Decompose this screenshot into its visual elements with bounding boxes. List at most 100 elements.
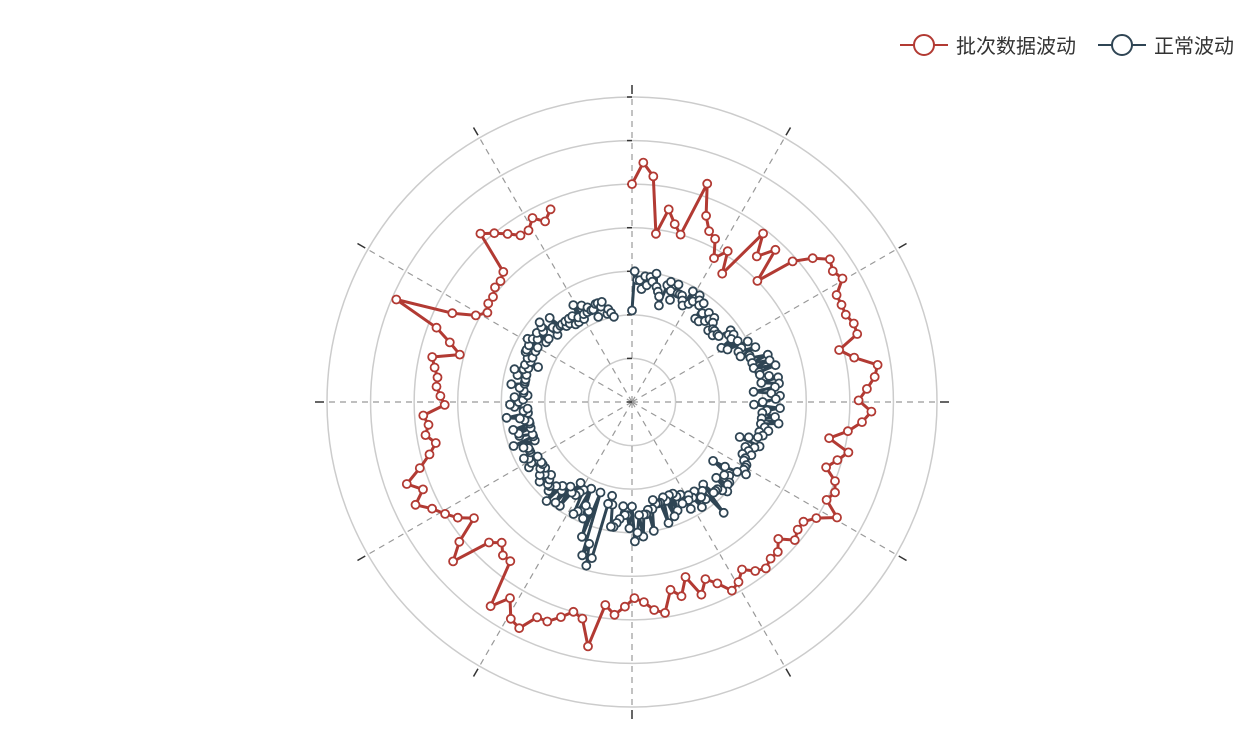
data-point-batch [649,605,660,615]
data-point-batch [696,589,707,600]
data-point-batch [717,268,728,279]
data-point-batch [869,371,880,382]
data-point-batch [496,537,507,548]
data-point-normal [764,370,774,381]
data-point-batch [665,584,676,595]
data-point-normal [647,495,658,505]
angle-spoke [631,401,897,556]
data-point-normal [603,498,613,509]
data-point-batch [502,228,513,239]
angle-axis-tick [785,127,792,136]
data-point-normal [501,412,512,423]
data-point-batch [505,556,516,567]
data-point-batch [832,512,842,523]
data-point-normal [568,509,579,519]
data-point-normal [742,336,753,347]
data-point-normal [532,342,543,353]
data-point-batch [620,601,630,612]
data-point-normal [630,536,640,547]
data-point-batch [848,318,859,329]
data-point-batch [770,244,781,255]
data-point-batch [423,419,434,430]
data-point-normal [770,394,781,404]
data-point-batch [772,547,783,557]
data-point-normal [581,560,592,571]
data-point-batch [669,219,680,230]
data-point-normal [595,487,606,498]
angle-spoke [478,137,633,403]
data-point-normal [711,472,722,483]
angle-spoke [631,137,786,403]
data-point-batch [648,171,659,182]
angle-axis-tick [898,242,907,249]
angle-spoke [367,401,633,556]
data-point-batch [843,426,853,437]
data-point-batch [872,359,883,370]
data-point-normal [518,442,529,453]
data-point-normal [648,526,659,536]
data-point-normal [720,461,730,472]
data-point-batch [545,204,556,215]
data-point-batch [680,572,691,582]
data-point-normal [665,294,675,305]
data-point-batch [401,479,412,489]
data-point-batch [454,349,465,360]
data-point-normal [743,432,754,443]
data-point-normal [593,311,604,322]
legend-item-batch[interactable]: 批次数据波动 [900,30,1076,59]
data-point-batch [432,372,443,383]
data-point-batch [448,556,459,567]
data-point-batch [424,449,435,460]
data-point-batch [514,623,525,634]
data-point-normal [755,369,765,380]
data-point-batch [832,455,843,466]
data-point-batch [444,337,455,348]
data-point-batch [484,537,494,548]
data-point-normal [577,550,588,561]
data-point-batch [787,256,798,267]
data-point-batch [836,299,847,310]
data-point-batch [773,534,784,544]
data-point-batch [751,251,762,262]
data-point-normal [677,498,688,509]
data-point-batch [431,381,442,392]
data-point-batch [431,322,442,333]
data-point-normal [506,379,517,390]
data-point-batch [483,298,494,309]
data-point-batch [834,345,844,355]
data-point-normal [544,312,555,323]
data-point-batch [414,463,425,474]
data-point-normal [624,523,635,534]
data-point-normal [565,481,576,492]
data-point-normal [773,418,784,429]
legend-line-marker-batch-icon [900,33,948,56]
data-point-batch [454,536,465,547]
data-point-normal [708,487,719,498]
data-point-normal [568,300,579,311]
data-point-batch [825,254,835,265]
data-point-normal [515,413,525,424]
data-point-normal [532,451,543,462]
data-point-normal [632,527,643,538]
data-point-normal [534,317,545,328]
data-point-batch [827,266,838,277]
data-point-batch [821,494,832,505]
data-point-batch [523,225,534,236]
data-point-normal [673,279,684,290]
data-point-batch [609,609,620,620]
data-point-normal [713,331,724,342]
data-point-batch [750,566,761,576]
data-point-batch [712,578,723,589]
data-point-batch [639,597,649,607]
legend-item-normal[interactable]: 正常波动 [1098,30,1234,59]
angle-axis-tick [898,555,907,562]
data-point-batch [862,383,872,394]
data-point-normal [651,268,662,279]
data-point-normal [578,513,588,524]
data-point-batch [733,577,744,587]
data-point-batch [758,228,768,239]
data-point-normal [509,392,520,403]
data-point-normal [609,311,619,322]
data-point-normal [685,503,696,514]
